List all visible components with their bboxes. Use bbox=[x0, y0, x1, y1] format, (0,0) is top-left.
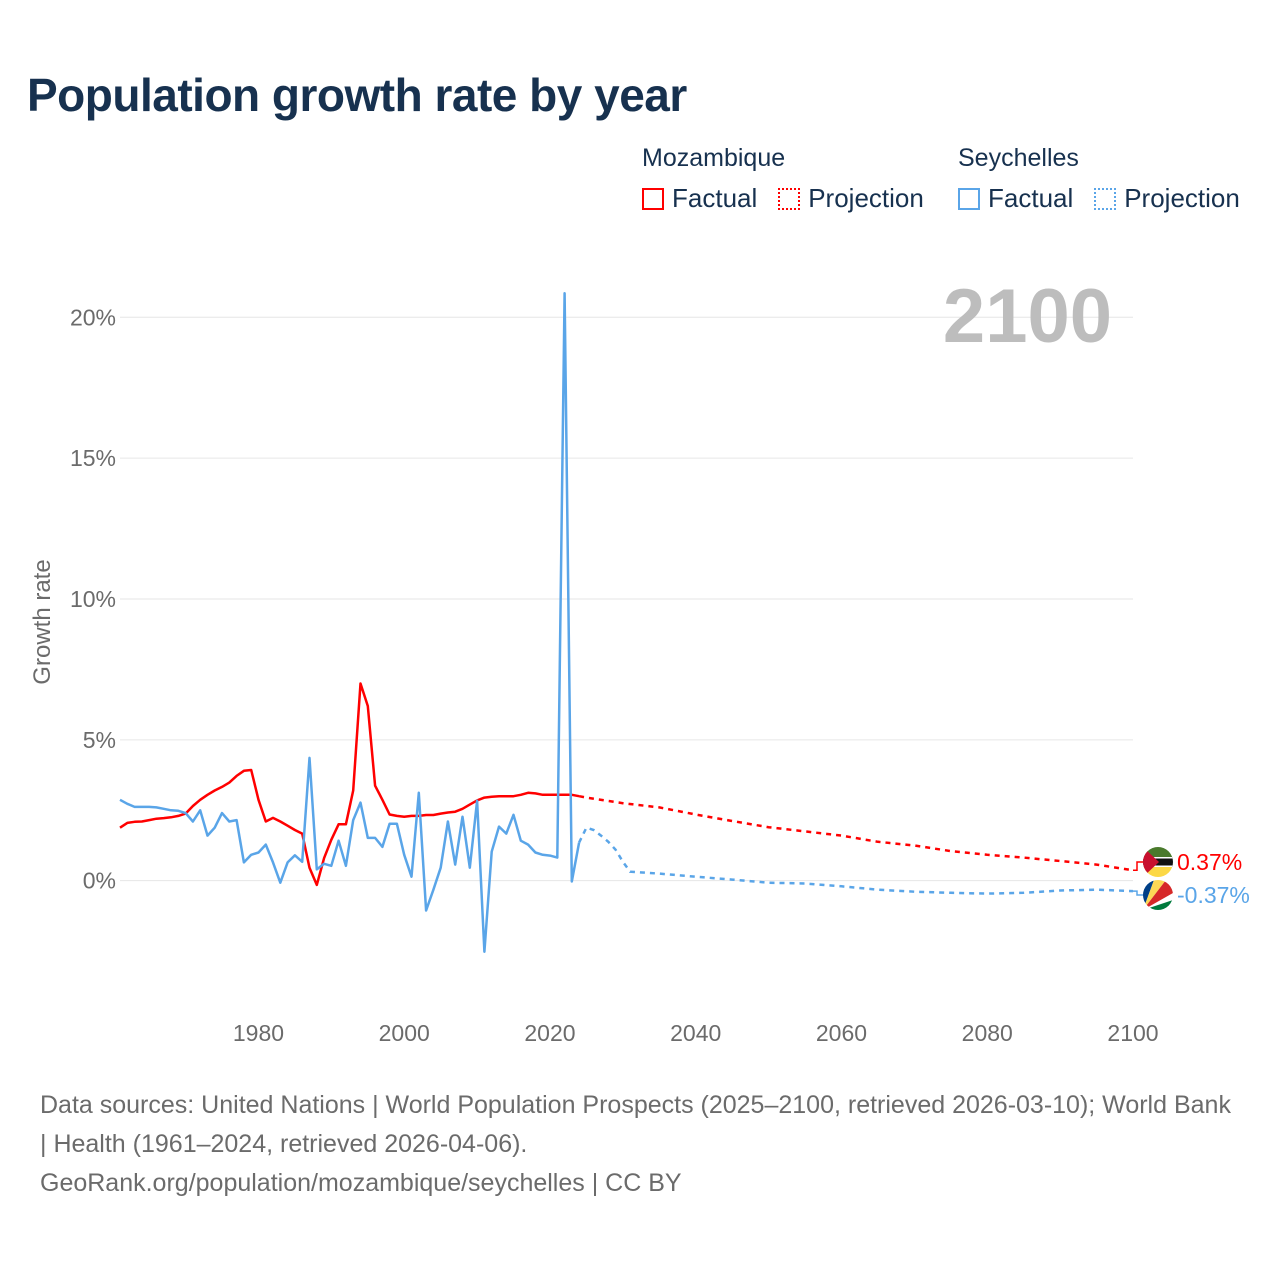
x-tick-label: 2100 bbox=[1107, 1020, 1158, 1046]
flag-body bbox=[1143, 847, 1173, 877]
y-tick-label: 15% bbox=[70, 445, 116, 471]
line-chart: 0% 5% 10% 15% 20% 1980 2000 2020 2040 2060 2080 210… bbox=[29, 274, 1250, 1046]
legend-label: Projection bbox=[1124, 183, 1240, 213]
legend-label: Factual bbox=[672, 183, 758, 213]
flag-stripe bbox=[1143, 857, 1173, 859]
x-tick-label: 2000 bbox=[379, 1020, 430, 1046]
flag-stripe bbox=[1143, 865, 1173, 867]
flag-ray bbox=[1143, 900, 1173, 910]
legend-group-seychelles: Seychelles Factual Projection bbox=[958, 144, 1254, 217]
y-axis-label: Growth rate bbox=[29, 559, 56, 684]
x-tick-label: 2060 bbox=[816, 1020, 867, 1046]
seychelles-projection-line bbox=[577, 826, 1134, 895]
seychelles-label-connector bbox=[1133, 890, 1143, 896]
source-link[interactable]: GeoRank.org/population/mozambique/seyche… bbox=[40, 1169, 682, 1197]
mozambique-projection-line bbox=[578, 794, 1134, 872]
y-tick-label: 0% bbox=[83, 868, 116, 894]
legend-heading: Mozambique bbox=[642, 144, 786, 172]
mozambique-end-label: 0.37% bbox=[1177, 849, 1242, 875]
flag-body bbox=[1143, 880, 1173, 910]
legend-item-projection[interactable]: Projection bbox=[1094, 183, 1240, 214]
legend-item-factual[interactable]: Factual bbox=[642, 183, 757, 214]
x-tick-label: 1980 bbox=[233, 1020, 284, 1046]
data-sources: Data sources: United Nations | World Pop… bbox=[40, 1091, 1231, 1158]
seychelles-end-label: -0.37% bbox=[1177, 882, 1250, 908]
x-tick-label: 2020 bbox=[524, 1020, 575, 1046]
y-tick-label: 5% bbox=[83, 727, 116, 753]
legend-swatch-solid-icon bbox=[642, 187, 664, 210]
flag-ray bbox=[1143, 880, 1173, 910]
seychelles-factual-line bbox=[119, 292, 581, 953]
legend-label: Factual bbox=[988, 183, 1074, 213]
flag-triangle bbox=[1143, 847, 1159, 877]
page-title: Population growth rate by year bbox=[27, 69, 687, 121]
mozambique-label-connector bbox=[1133, 861, 1143, 872]
legend-swatch-solid-icon bbox=[958, 187, 980, 210]
flag-stripe bbox=[1143, 847, 1173, 857]
y-tick-label: 10% bbox=[70, 586, 116, 612]
footer: Data sources: United Nations | World Pop… bbox=[40, 1086, 1240, 1203]
year-indicator: 2100 bbox=[943, 274, 1112, 359]
x-tick-label: 2080 bbox=[962, 1020, 1013, 1046]
legend-group-mozambique: Mozambique Factual Projection bbox=[642, 144, 938, 217]
x-tick-label: 2040 bbox=[670, 1020, 721, 1046]
legend-label: Projection bbox=[808, 183, 924, 213]
legend-item-factual[interactable]: Factual bbox=[958, 183, 1073, 214]
legend-heading: Seychelles bbox=[958, 144, 1079, 172]
seychelles-flag-icon bbox=[1143, 880, 1173, 910]
y-tick-label: 20% bbox=[70, 304, 116, 330]
legend-item-projection[interactable]: Projection bbox=[778, 183, 924, 214]
flag-stripe bbox=[1143, 867, 1173, 877]
mozambique-factual-line bbox=[119, 682, 580, 887]
legend-swatch-dotted-icon bbox=[1094, 187, 1117, 210]
mozambique-flag-icon bbox=[1143, 847, 1173, 877]
legend-swatch-dotted-icon bbox=[778, 187, 801, 210]
